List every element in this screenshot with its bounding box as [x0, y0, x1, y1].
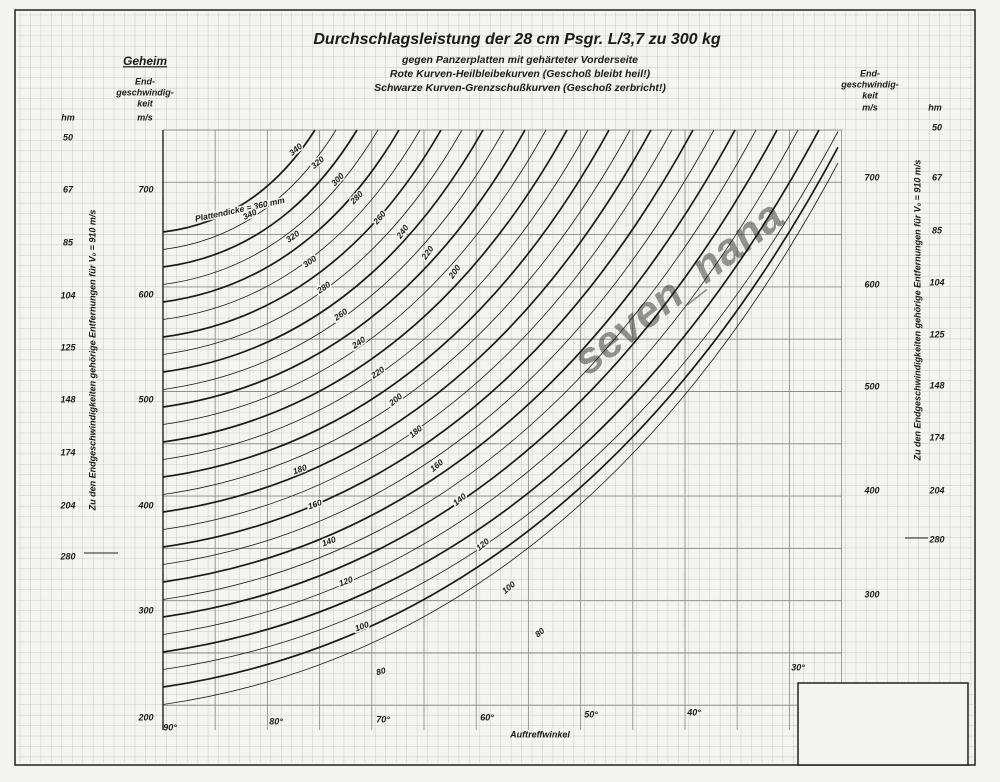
- angle-label: 70°: [376, 714, 390, 724]
- subtitle: gegen Panzerplatten mit gehärteter Vorde…: [401, 54, 638, 66]
- speed-label: 400: [863, 485, 879, 495]
- distance-label: 85: [932, 225, 943, 235]
- penetration-curve: [162, 129, 673, 530]
- curve-label: 80: [375, 665, 387, 677]
- distance-label: 204: [928, 485, 944, 495]
- speed-label: 700: [864, 172, 879, 182]
- penetration-curve: [162, 129, 379, 285]
- curve-label: 140: [320, 534, 337, 548]
- penetration-curve: [162, 129, 631, 495]
- penetration-curve: [162, 129, 694, 548]
- axis-heading: keit: [137, 98, 154, 108]
- speed-label: 300: [864, 589, 879, 599]
- distance-label: 125: [929, 329, 945, 339]
- grid: [17, 12, 973, 763]
- frame: [14, 9, 976, 766]
- note: Rote Kurven-Heilbleibekurven (Geschoß bl…: [390, 68, 651, 80]
- penetration-curve: [162, 129, 820, 653]
- unit: hm: [928, 102, 942, 112]
- axis-heading: keit: [862, 90, 879, 100]
- distance-label: 174: [60, 447, 75, 457]
- stamp-box: [797, 682, 969, 766]
- axis-heading: End-: [860, 68, 880, 78]
- penetration-curve: [162, 129, 484, 373]
- speed-label: 400: [137, 500, 153, 510]
- penetration-curve: [162, 129, 316, 233]
- classification: Geheim: [123, 54, 167, 68]
- distance-label: 204: [59, 500, 75, 510]
- penetration-curve: [162, 129, 652, 513]
- axis-caption: Auftreffwinkel: [509, 729, 570, 739]
- distance-label: 50: [932, 122, 942, 132]
- penetration-curve: [162, 129, 442, 338]
- axis-caption: Zu den Endgeschwindigkeiten gehörige Ent…: [87, 210, 97, 512]
- angle-label: 30°: [791, 662, 805, 672]
- speed-label: 500: [138, 394, 153, 404]
- distance-label: 148: [929, 380, 944, 390]
- penetration-curve: [162, 129, 757, 600]
- speed-label: 700: [138, 184, 153, 194]
- penetration-curve: [162, 129, 547, 425]
- note: Schwarze Kurven-Grenzschußkurven (Gescho…: [374, 82, 666, 94]
- distance-label: 280: [928, 534, 944, 544]
- penetration-curve: [162, 129, 421, 320]
- title: Durchschlagsleistung der 28 cm Psgr. L/3…: [313, 31, 720, 48]
- penetration-curve: [162, 129, 568, 443]
- angle-label: 50°: [584, 709, 598, 719]
- distance-label: 50: [63, 132, 73, 142]
- penetration-curve: [162, 131, 839, 670]
- curves: [162, 129, 839, 705]
- distance-label: 280: [59, 551, 75, 561]
- penetration-curve: [162, 129, 463, 355]
- distance-label: 148: [60, 394, 75, 404]
- penetration-curve: [162, 129, 505, 390]
- angle-label: 60°: [480, 712, 494, 722]
- speed-label: 500: [864, 381, 879, 391]
- penetration-curve: [162, 129, 589, 460]
- axis-caption: Zu den Endgeschwindigkeiten gehörige Ent…: [912, 160, 922, 462]
- distance-label: 174: [929, 432, 944, 442]
- distance-label: 85: [63, 237, 74, 247]
- penetration-curve: [162, 129, 799, 635]
- distance-label: 125: [60, 342, 76, 352]
- axis-heading: geschwindig-: [115, 87, 174, 97]
- angle-label: 40°: [686, 707, 701, 717]
- distance-label: 104: [60, 290, 75, 300]
- axis-heading: geschwindig-: [840, 79, 899, 89]
- penetration-curve: [162, 129, 736, 583]
- unit: hm: [61, 112, 75, 122]
- penetration-curve: [162, 129, 400, 303]
- distance-label: 104: [929, 277, 944, 287]
- penetration-curve: [162, 129, 778, 618]
- speed-label: 600: [138, 289, 153, 299]
- penetration-curve: [162, 146, 839, 688]
- speed-label: 200: [137, 712, 153, 722]
- axis-heading: End-: [135, 76, 155, 86]
- penetration-curve: [162, 129, 610, 478]
- penetration-curve: [162, 129, 715, 565]
- penetration-curve: [162, 129, 358, 268]
- speed-label: 600: [864, 279, 879, 289]
- distance-label: 67: [63, 184, 74, 194]
- angle-label: 90°: [163, 722, 177, 732]
- angle-label: 80°: [269, 716, 283, 726]
- penetration-curve: [162, 129, 526, 408]
- penetration-curve: [162, 129, 337, 250]
- penetration-curve: [162, 162, 839, 705]
- unit: m/s: [137, 112, 153, 122]
- unit: m/s: [862, 102, 878, 112]
- distance-label: 67: [932, 172, 943, 182]
- speed-label: 300: [138, 605, 153, 615]
